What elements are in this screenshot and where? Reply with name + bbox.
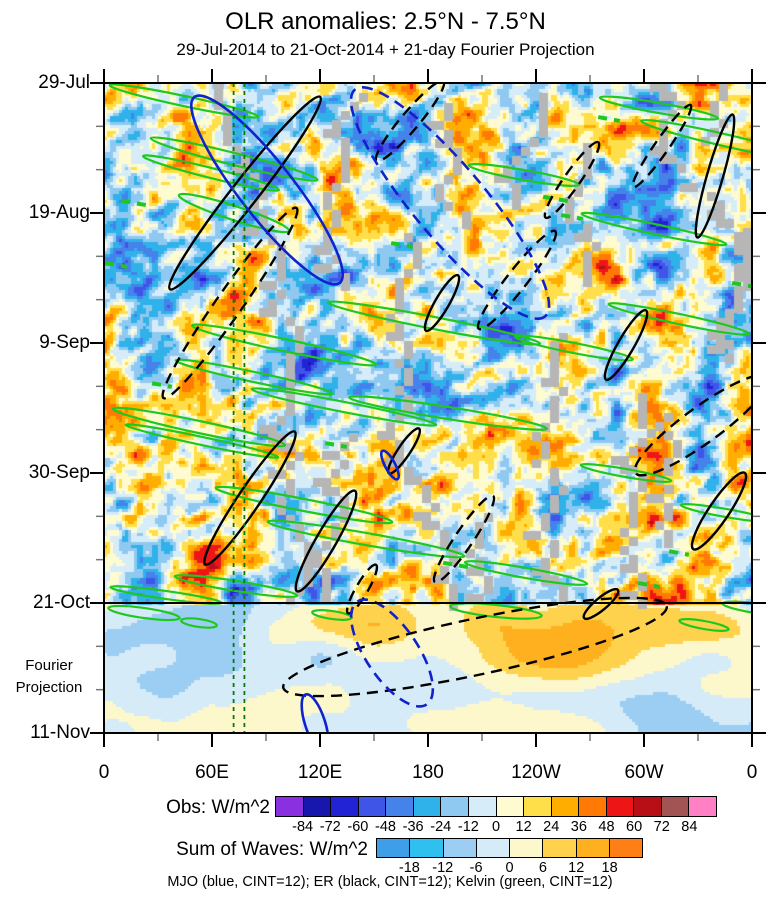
colorbar-cell (386, 797, 414, 816)
colorbar-tick-label: -60 (347, 819, 369, 835)
obs-colorbar (275, 796, 717, 817)
x-tick-label: 60E (195, 762, 229, 783)
colorbar-cell (276, 797, 304, 816)
x-tick-label: 120E (297, 762, 343, 783)
colorbar-cell (377, 839, 411, 857)
page-title: OLR anomalies: 2.5°N - 7.5°N (225, 8, 546, 35)
colorbar-cell (413, 797, 442, 816)
colorbar-cell (410, 839, 444, 857)
colorbar-cell (661, 797, 690, 816)
colorbar-cell (358, 797, 387, 816)
colorbar-tick-label: 84 (681, 819, 698, 835)
waves-colorbar-label: Sum of Waves: W/m^2 (176, 839, 368, 860)
colorbar-tick-label: -84 (292, 819, 314, 835)
x-tick-label: 120W (511, 762, 561, 783)
y-tick-label: 11-Nov (30, 722, 90, 743)
colorbar-cell (609, 839, 642, 857)
colorbar-tick-label: -18 (398, 860, 420, 876)
colorbar-cell (303, 797, 332, 816)
colorbar-cell (576, 839, 610, 857)
colorbar-tick-label: -12 (432, 860, 454, 876)
x-tick-label: 0 (98, 762, 110, 783)
colorbar-cell (524, 797, 552, 816)
colorbar-tick-label: 0 (505, 860, 514, 876)
colorbar-cell (510, 839, 544, 857)
colorbar-tick-label: -36 (402, 819, 424, 835)
obs-colorbar-ticks: -84 -72 -60 -48 -36 -24 -12 0 12 24 36 48 60 72 84 (275, 819, 717, 835)
obs-colorbar-label: Obs: W/m^2 (166, 797, 270, 818)
colorbar-cell (468, 797, 497, 816)
colorbar-cell (579, 797, 607, 816)
colorbar-cell (331, 797, 359, 816)
colorbar-cell (496, 797, 525, 816)
colorbar-tick-label: 72 (653, 819, 670, 835)
colorbar-cell (634, 797, 662, 816)
colorbar-cell (689, 797, 716, 816)
x-tick-label: 60W (624, 762, 664, 783)
colorbar-tick-label: -48 (375, 819, 396, 835)
x-tick-label: 180 (412, 762, 444, 783)
colorbar-tick-label: 36 (570, 819, 587, 835)
waves-colorbar (376, 838, 643, 858)
fourier-projection-label-line: Fourier (25, 657, 73, 674)
colorbar-tick-label: -6 (469, 860, 483, 876)
colorbar-tick-label: 12 (568, 860, 585, 876)
y-tick-label: 9-Sep (39, 332, 90, 353)
colorbar-cell (443, 839, 477, 857)
colorbar-tick-label: -72 (319, 819, 341, 835)
colorbar-tick-label: 24 (543, 819, 560, 835)
fourier-projection-label-line: Projection (15, 679, 83, 696)
colorbar-cell (606, 797, 635, 816)
colorbar-cell (551, 797, 580, 816)
y-tick-label: 19-Aug (28, 202, 90, 223)
colorbar-cell (441, 797, 469, 816)
colorbar-tick-label: 0 (491, 819, 501, 835)
fourier-projection-label: Fourier Projection (6, 655, 92, 699)
waves-colorbar-ticks: -18 -12 -6 0 6 12 18 (376, 860, 643, 876)
colorbar-tick-label: 18 (601, 860, 618, 876)
chart-subtitle: 29-Jul-2014 to 21-Oct-2014 + 21-day Four… (176, 40, 595, 59)
colorbar-cell (543, 839, 577, 857)
wave-legend-annotation: MJO (blue, CINT=12); ER (black, CINT=12)… (167, 874, 613, 890)
colorbar-tick-label: 12 (515, 819, 532, 835)
y-tick-label: 21-Oct (32, 592, 90, 613)
colorbar-tick-label: -24 (430, 819, 452, 835)
colorbar-cell (476, 839, 510, 857)
x-tick-label: 0 (746, 762, 758, 783)
hovmoller-field-canvas (104, 83, 752, 733)
colorbar-tick-label: 6 (538, 860, 547, 876)
colorbar-tick-label: 60 (626, 819, 643, 835)
y-tick-label: 30-Sep (28, 462, 90, 483)
y-tick-label: 29-Jul (38, 72, 90, 93)
colorbar-tick-label: -12 (457, 819, 479, 835)
colorbar-tick-label: 48 (598, 819, 615, 835)
